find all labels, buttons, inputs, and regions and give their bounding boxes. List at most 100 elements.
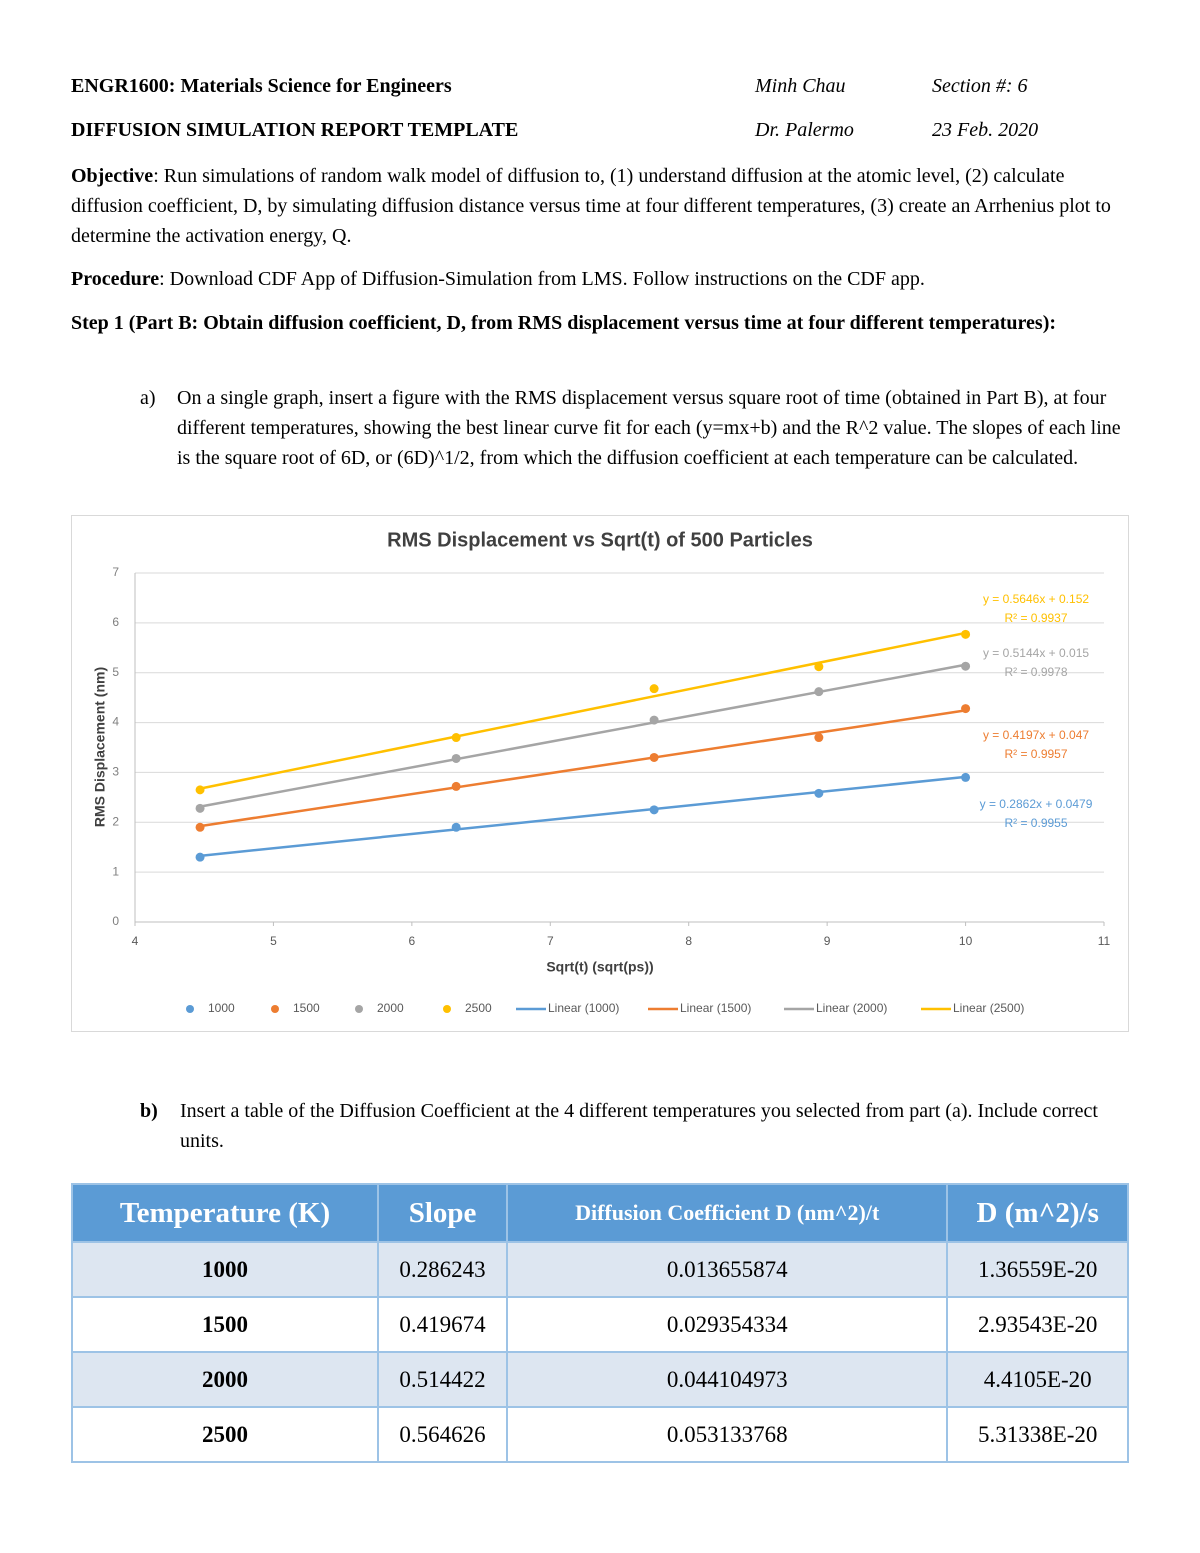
data-point [451,753,461,763]
student: Minh Chau [755,75,846,97]
x-tick-label: 10 [959,934,973,948]
table-row: 1000 0.286243 0.013655874 1.36559E-20 [70,1241,1129,1298]
data-point [649,684,659,694]
x-tick-label: 9 [824,934,831,948]
chart-title: RMS Displacement vs Sqrt(t) of 500 Parti… [387,529,813,551]
trendline-r2: R² = 0.9978 [1004,665,1067,679]
x-tick-label: 8 [685,934,692,948]
legend-label: Linear (2000) [816,1001,887,1015]
table-cell: 2500 [70,1406,380,1463]
data-point [961,704,971,714]
procedure-label: Procedure [71,268,160,290]
x-tick-label: 7 [547,934,554,948]
procedure-text: : Download CDF App of Diffusion-Simulati… [159,268,925,290]
table-cell: 5.31338E-20 [946,1406,1129,1463]
table-cell: 0.564626 [377,1406,508,1463]
y-tick-label: 4 [112,715,119,729]
section: Section #: 6 [932,75,1028,97]
y-tick-label: 0 [112,914,119,928]
y-axis-label: RMS Displacement (nm) [92,667,108,827]
trendline-equation: y = 0.5144x + 0.015 [983,646,1089,660]
column-header: Temperature (K) [70,1183,380,1243]
trendline-equation: y = 0.2862x + 0.0479 [980,797,1093,811]
trendline [199,631,966,790]
data-point [451,822,461,832]
y-tick-label: 3 [112,765,119,779]
table-row: 1500 0.419674 0.029354334 2.93543E-20 [70,1296,1129,1353]
trendline-r2: R² = 0.9955 [1004,816,1067,830]
data-point [961,661,971,671]
item-marker: b) [140,1100,158,1122]
report-title: DIFFUSION SIMULATION REPORT TEMPLATE [71,119,519,141]
y-tick-label: 6 [112,615,119,629]
legend-label: 2500 [465,1001,492,1015]
data-point [195,785,205,795]
course: ENGR1600: Materials Science for Engineer… [71,75,452,97]
trendline [199,709,966,828]
x-tick-label: 5 [270,934,277,948]
table-cell: 0.044104973 [505,1351,949,1408]
table-cell: 0.013655874 [505,1241,949,1298]
trendline-r2: R² = 0.9937 [1004,611,1067,625]
x-tick-label: 11 [1098,934,1111,948]
column-header: D (m^2)/s [946,1183,1129,1243]
table-cell: 0.286243 [377,1241,508,1298]
data-point [649,752,659,762]
table-cell: 1500 [70,1296,380,1353]
legend-label: 1000 [208,1001,235,1015]
table-cell: 0.053133768 [505,1406,949,1463]
data-table: Temperature (K) Slope Diffusion Coefficien… [70,1183,1129,1463]
trendline-r2: R² = 0.9957 [1004,747,1067,761]
x-tick-label: 6 [409,934,416,948]
trendline [199,775,966,858]
x-axis-label: Sqrt(t) (sqrt(ps)) [546,959,653,975]
data-point [451,733,461,743]
column-header: Slope [377,1183,508,1243]
legend-label: Linear (1500) [680,1001,751,1015]
header-row: Temperature (K) Slope Diffusion Coefficien… [70,1183,1129,1243]
y-tick-label: 2 [112,814,119,828]
table-cell: 1000 [70,1241,380,1298]
trendline-equation: y = 0.5646x + 0.152 [983,592,1089,606]
table-cell: 2000 [70,1351,380,1408]
data-point [195,822,205,832]
legend-marker [186,1005,194,1013]
objective: Objective: Run simulations of random wal… [71,161,1131,251]
x-tick-label: 4 [132,934,139,948]
instructor: Dr. Palermo [755,119,854,141]
table-cell: 0.419674 [377,1296,508,1353]
table-cell: 1.36559E-20 [946,1241,1129,1298]
table-cell: 0.514422 [377,1351,508,1408]
data-point [814,687,824,697]
legend-label: Linear (1000) [548,1001,619,1015]
item-marker: a) [140,387,156,409]
legend-marker [443,1005,451,1013]
data-point [814,788,824,798]
legend-marker [271,1005,279,1013]
y-tick-label: 5 [112,665,119,679]
data-point [195,852,205,862]
procedure: Procedure: Download CDF App of Diffusion… [71,264,1131,294]
legend-label: 1500 [293,1001,320,1015]
legend-label: Linear (2500) [953,1001,1024,1015]
data-point [195,803,205,813]
table-cell: 0.029354334 [505,1296,949,1353]
table-cell: 2.93543E-20 [946,1296,1129,1353]
data-point [961,629,971,639]
column-header: Diffusion Coefficient D (nm^2)/t [505,1183,949,1243]
y-tick-label: 1 [112,864,119,878]
data-point [814,662,824,672]
data-point [649,715,659,725]
table-cell: 4.4105E-20 [946,1351,1129,1408]
item-text: On a single graph, insert a figure with … [177,387,1121,469]
data-point [649,805,659,815]
trendline-equation: y = 0.4197x + 0.047 [983,728,1089,742]
y-tick-label: 7 [112,565,119,579]
table-row: 2000 0.514422 0.044104973 4.4105E-20 [70,1351,1129,1408]
trendline [199,663,966,808]
data-point [961,772,971,782]
chart: RMS Displacement vs Sqrt(t) of 500 Parti… [71,515,1129,1032]
chart-border [71,515,1129,1032]
data-point [814,733,824,743]
